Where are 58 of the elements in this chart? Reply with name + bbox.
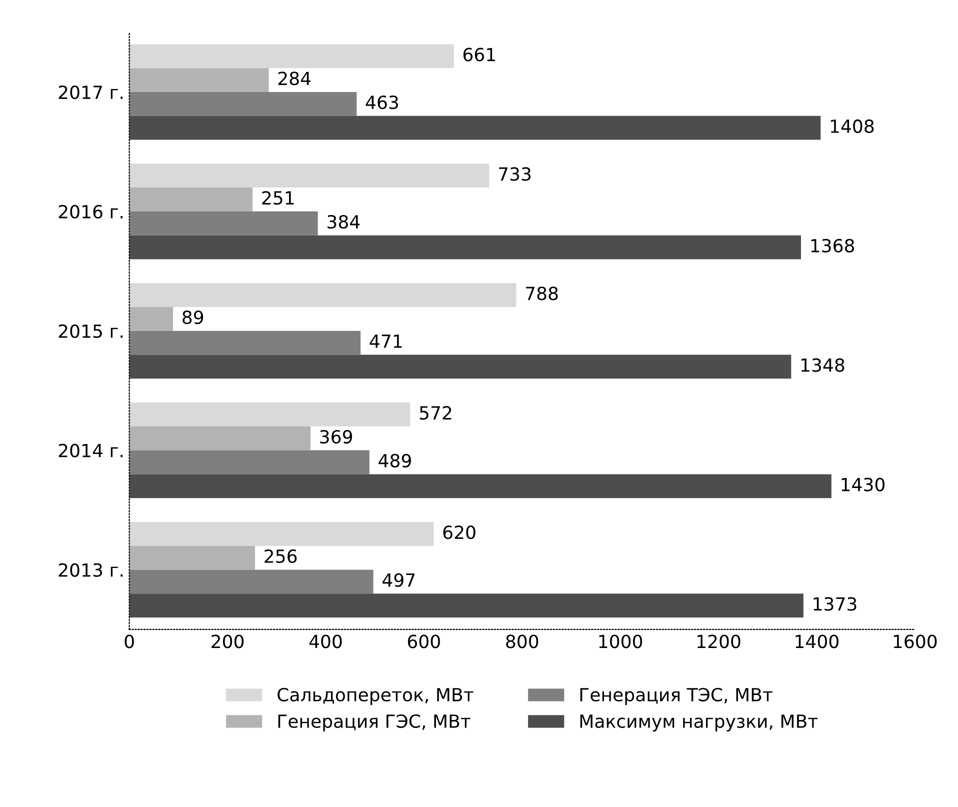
bar (129, 235, 801, 260)
y-tick-label: 2014 г. (58, 444, 123, 458)
x-tick-label: 800 (506, 634, 538, 648)
bar (129, 306, 174, 331)
y-tick-label: 2015 г. (58, 324, 123, 338)
y-tick-label: 2016 г. (58, 204, 123, 219)
x-tick-label: 1600 (894, 634, 937, 648)
bar (129, 211, 318, 236)
bar (129, 522, 434, 546)
x-tick-label: 600 (408, 634, 440, 648)
data-label: 284 (278, 72, 311, 86)
legend-label: Максимум нагрузки, МВт (580, 714, 818, 732)
data-label: 369 (320, 430, 352, 444)
data-label: 471 (370, 334, 402, 348)
x-tick-label: 400 (309, 634, 342, 648)
bar (129, 283, 516, 307)
data-label: 497 (382, 573, 415, 587)
bar (129, 570, 374, 594)
data-label: 661 (463, 48, 495, 62)
data-label: 384 (328, 214, 360, 229)
x-tick-label: 1000 (599, 634, 642, 648)
data-label: 620 (443, 525, 476, 540)
bar (129, 546, 256, 570)
bar (129, 44, 454, 68)
x-tick-label: 1400 (796, 634, 838, 648)
data-label: 463 (366, 96, 398, 110)
bar (129, 188, 253, 212)
data-label: 1348 (801, 358, 844, 372)
data-label: 788 (526, 286, 558, 300)
legend-label: Генерация ГЭС, МВт (278, 714, 470, 732)
bar (129, 474, 832, 498)
data-label: 89 (182, 310, 204, 324)
x-tick-label: 1200 (698, 634, 740, 648)
data-label: 1408 (830, 119, 874, 134)
legend-label: Сальдопереток, МВт (278, 688, 474, 705)
bar (129, 594, 804, 618)
bar (129, 426, 310, 450)
data-label: 256 (264, 549, 297, 564)
data-label: 733 (499, 167, 531, 181)
bar (129, 402, 410, 426)
x-tick-label: 0 (124, 634, 134, 648)
bar (129, 450, 370, 474)
y-tick-label: 2017 г. (58, 85, 123, 100)
bar (129, 92, 357, 116)
data-label: 251 (262, 191, 294, 205)
bar (129, 116, 821, 140)
bar (129, 330, 361, 355)
data-label: 1430 (842, 478, 885, 492)
bar (129, 164, 490, 188)
y-tick-label: 2013 г. (58, 563, 123, 577)
x-tick-label: 200 (212, 634, 244, 648)
legend-label: Генерация ТЭС, МВт (580, 688, 772, 705)
data-label: 489 (378, 454, 411, 468)
data-label: 572 (420, 406, 452, 420)
bar (129, 68, 269, 92)
data-label: 1368 (811, 238, 854, 253)
bar (129, 354, 792, 379)
data-label: 1373 (814, 597, 856, 611)
